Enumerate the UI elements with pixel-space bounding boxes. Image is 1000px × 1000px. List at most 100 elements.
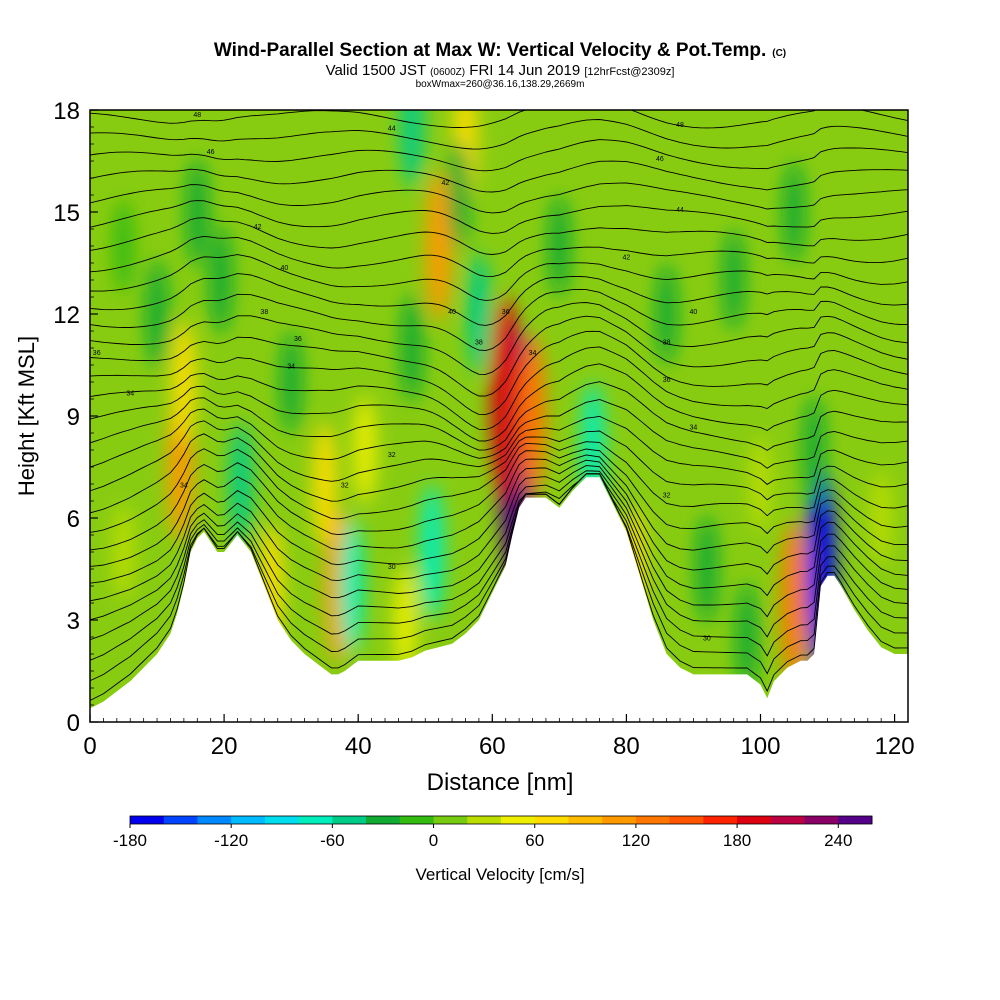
copyright-mark: (C) (772, 48, 786, 59)
theta-contour-line (90, 160, 908, 193)
velocity-feature (112, 199, 135, 293)
colorbar-segment (804, 816, 839, 824)
colorbar-segment (399, 816, 435, 824)
theta-contour-label: 30 (388, 564, 396, 571)
colorbar-segment (737, 816, 772, 824)
colorbar-label: Vertical Velocity [cm/s] (415, 865, 584, 884)
velocity-feature (400, 294, 424, 402)
theta-contour-line (90, 430, 908, 514)
theta-contour-line (90, 302, 908, 375)
colorbar-tick-label: -180 (113, 831, 147, 850)
y-tick-label: 15 (53, 200, 80, 227)
theta-contour-label: 38 (475, 340, 483, 347)
velocity-feature (112, 505, 135, 599)
colorbar-tick-label: -120 (214, 831, 248, 850)
velocity-feature (280, 331, 303, 433)
theta-contour-line (90, 315, 908, 397)
theta-contour-label: 36 (93, 350, 101, 357)
y-tick-label: 9 (67, 404, 80, 431)
theta-contour-line (90, 200, 908, 234)
velocity-feature (722, 229, 745, 331)
theta-contour-line (90, 399, 908, 469)
velocity-feature (312, 423, 337, 545)
theta-contour-line (90, 363, 908, 442)
colorbar-tick-label: 180 (723, 831, 751, 850)
theta-contour-label: 46 (207, 149, 215, 156)
theta-contour-line (90, 289, 908, 351)
theta-contour-label: 36 (294, 336, 302, 343)
chart-title: Wind-Parallel Section at Max W: Vertical… (214, 40, 786, 61)
x-tick-label: 120 (875, 733, 915, 760)
velocity-feature (353, 396, 377, 504)
theta-contour-line (90, 454, 908, 567)
colorbar-segment (770, 816, 806, 824)
velocity-feature (229, 423, 253, 545)
colorbar-segment (602, 816, 637, 824)
colorbar-segment (501, 816, 536, 824)
velocity-feature (467, 253, 491, 375)
theta-contour-label: 34 (287, 363, 295, 370)
velocity-feature (490, 296, 522, 502)
colorbar-segment (703, 816, 738, 824)
theta-contour-line (90, 448, 908, 551)
theta-contour-line (90, 273, 908, 326)
theta-contour-label: 40 (690, 309, 698, 316)
colorbar-segment (231, 816, 266, 824)
theta-contour-label: 32 (388, 452, 396, 459)
y-tick-label: 0 (67, 710, 80, 737)
colorbar-frame (129, 815, 873, 825)
colorbar-segment (332, 816, 367, 824)
theta-contour-label: 42 (441, 180, 449, 187)
theta-contour-label: 48 (676, 122, 684, 129)
velocity-feature (400, 110, 424, 188)
velocity-feature (802, 396, 826, 504)
terrain (90, 477, 908, 722)
theta-contour-line (90, 381, 908, 451)
velocity-feature (870, 471, 892, 565)
theta-contour-line (90, 470, 908, 621)
theta-contour-label: 44 (388, 125, 396, 132)
theta-contour-line (90, 110, 908, 129)
theta-contour-label: 40 (448, 309, 456, 316)
theta-contour-label: 46 (656, 156, 664, 163)
colorbar-segment (534, 816, 569, 824)
theta-contour-line (90, 346, 908, 430)
y-axis-label: Height [Kft MSL] (14, 336, 39, 496)
theta-contour-line (90, 119, 908, 150)
theta-contour-label: 38 (260, 309, 268, 316)
velocity-feature (186, 158, 209, 266)
theta-contour-line (90, 139, 908, 172)
theta-contour-line (90, 330, 908, 416)
velocity-feature (780, 521, 808, 685)
colorbar-segment (366, 816, 401, 824)
chart-subtitle: boxWmax=260@36.16,138.29,2669m (416, 79, 585, 90)
y-tick-label: 12 (53, 302, 80, 329)
colorbar-segment (163, 816, 198, 824)
x-tick-label: 60 (479, 733, 506, 760)
theta-contour-line (90, 182, 908, 214)
chart-valid-time: Valid 1500 JST (0600Z) FRI 14 Jun 2019 [… (326, 62, 675, 79)
velocity-feature (783, 161, 805, 263)
theta-contour-label: 34 (690, 425, 698, 432)
theta-contour-line (90, 217, 908, 255)
theta-contour-line (90, 235, 908, 278)
x-tick-label: 0 (83, 733, 96, 760)
theta-contour-line (90, 473, 908, 701)
velocity-feature (548, 195, 571, 297)
velocity-feature (145, 260, 169, 368)
theta-contour-line (90, 254, 908, 301)
theta-contours (90, 110, 908, 701)
colorbar: -180 -120 -60 0 60 120 180 240 (113, 815, 873, 850)
y-tick-label: 6 (67, 506, 80, 533)
x-tick-label: 20 (211, 733, 238, 760)
theta-contour-line (90, 441, 908, 533)
plot-area: 48 46 42 40 38 36 34 36 34 34 32 32 44 42 40 38 36 34 30 48… (90, 110, 908, 722)
velocity-feature (518, 334, 547, 498)
theta-contour-labels: 48 46 42 40 38 36 34 36 34 34 32 32 44 42 40 38 36 34 30 48… (93, 112, 711, 643)
theta-contour-label: 36 (502, 309, 510, 316)
velocity-feature (419, 484, 445, 620)
x-tick-label: 80 (613, 733, 640, 760)
y-tick-label: 18 (53, 98, 80, 125)
colorbar-segment (635, 816, 671, 824)
